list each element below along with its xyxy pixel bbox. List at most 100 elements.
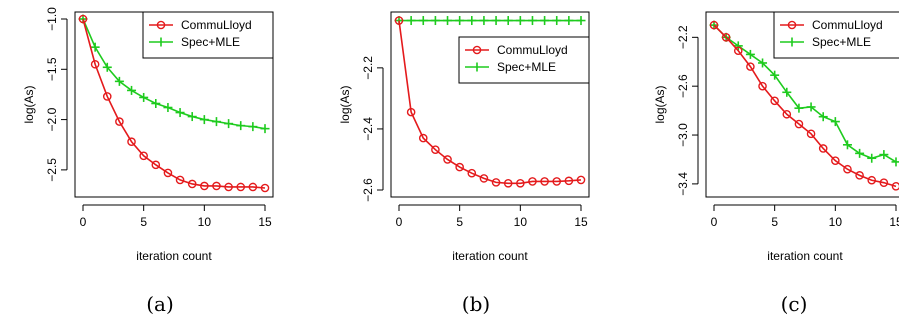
data-point xyxy=(151,98,161,108)
data-point xyxy=(236,121,246,131)
y-axis-label: log(As) xyxy=(653,85,667,123)
data-point xyxy=(770,70,780,80)
x-tick-label: 0 xyxy=(711,215,718,229)
y-axis-label: log(As) xyxy=(338,85,352,123)
data-point xyxy=(102,92,112,101)
legend-label: Spec+MLE xyxy=(812,35,871,49)
chart-panel-0: 0 5 10 15 iteration count −1.0 −1.5 −2.0 −2.5 log… xyxy=(22,7,274,263)
data-point xyxy=(830,117,840,127)
y-tick-label: −1.5 xyxy=(45,57,59,81)
data-point xyxy=(114,76,124,86)
legend-box xyxy=(142,11,274,59)
legend-swatch-marker xyxy=(472,45,482,55)
data-point xyxy=(139,92,149,102)
data-point xyxy=(806,129,816,139)
data-point xyxy=(782,87,792,97)
x-tick-label: 15 xyxy=(574,215,588,229)
data-point xyxy=(127,85,137,95)
data-point xyxy=(139,151,148,161)
x-tick-label: 10 xyxy=(198,215,212,229)
y-tick-label: −2.2 xyxy=(361,56,375,80)
data-point xyxy=(115,117,124,126)
data-point xyxy=(855,171,864,180)
chart-panel-2: 0 5 10 15 iteration count −2.2 −2.6 −3.0 −3.4 log… xyxy=(653,11,899,263)
data-point xyxy=(175,108,185,118)
plot-frame xyxy=(390,11,590,198)
data-point xyxy=(175,175,185,185)
data-point xyxy=(90,42,100,52)
data-point xyxy=(491,16,501,26)
legend: CommuLloyd Spec+MLE xyxy=(773,11,899,59)
data-point xyxy=(406,107,416,117)
x-axis-label: iteration count xyxy=(767,249,843,263)
data-point xyxy=(831,156,840,165)
data-point xyxy=(806,102,816,112)
data-point xyxy=(515,16,525,26)
x-axis-label: iteration count xyxy=(452,249,528,263)
x-axis-label: iteration count xyxy=(136,249,212,263)
y-tick-label: −3.4 xyxy=(676,172,690,196)
data-point xyxy=(540,177,549,186)
data-point xyxy=(746,62,755,71)
x-tick-label: 15 xyxy=(258,215,272,229)
data-point xyxy=(516,178,525,188)
data-point xyxy=(576,175,586,185)
data-point xyxy=(394,16,404,25)
data-point xyxy=(479,16,489,26)
data-point xyxy=(503,178,513,188)
data-point xyxy=(224,119,234,129)
data-point xyxy=(163,103,173,113)
x-tick-label: 10 xyxy=(514,215,528,229)
data-point xyxy=(564,176,574,186)
x-tick-label: 5 xyxy=(771,215,778,229)
data-point xyxy=(745,49,755,59)
data-point xyxy=(843,164,852,174)
series-line-commulloyd xyxy=(82,18,266,189)
data-point xyxy=(260,124,270,134)
legend: CommuLloyd Spec+MLE xyxy=(458,36,590,84)
y-tick-label: −2.5 xyxy=(45,158,59,182)
data-point xyxy=(721,33,731,42)
legend-label: Spec+MLE xyxy=(497,60,556,74)
data-point xyxy=(163,168,173,178)
data-point xyxy=(770,96,779,106)
legend-label: Spec+MLE xyxy=(181,35,240,49)
series-line-commulloyd xyxy=(713,24,897,188)
y-axis-label: log(As) xyxy=(22,85,36,123)
y-tick-label: −1.0 xyxy=(45,7,59,31)
data-point xyxy=(552,16,562,26)
data-point xyxy=(818,144,828,153)
data-point xyxy=(418,133,428,143)
data-point xyxy=(236,182,246,192)
data-point xyxy=(455,162,464,172)
y-tick-label: −2.0 xyxy=(45,107,59,131)
data-point xyxy=(151,160,161,170)
x-tick-label: 5 xyxy=(140,215,147,229)
series-line-spec-mle xyxy=(82,18,266,130)
data-point xyxy=(406,16,416,26)
data-point xyxy=(733,46,743,56)
legend-box xyxy=(458,36,590,84)
data-point xyxy=(127,137,136,147)
data-point xyxy=(891,182,899,191)
x-tick-label: 10 xyxy=(829,215,843,229)
y-tick-label: −2.6 xyxy=(676,74,690,98)
data-point xyxy=(430,16,440,26)
data-point xyxy=(199,115,209,125)
legend-label: CommuLloyd xyxy=(181,18,252,32)
data-point xyxy=(576,16,586,26)
data-point xyxy=(467,168,477,178)
data-point xyxy=(212,181,221,191)
data-point xyxy=(782,109,792,119)
data-point xyxy=(248,122,258,132)
data-point xyxy=(491,178,501,187)
data-point xyxy=(540,16,550,26)
data-point xyxy=(758,58,768,68)
data-point xyxy=(879,178,889,187)
x-tick-label: 15 xyxy=(889,215,899,229)
data-point xyxy=(503,16,513,26)
series-line-commulloyd xyxy=(398,20,582,185)
y-tick-label: −3.0 xyxy=(676,123,690,147)
data-point xyxy=(431,145,440,154)
data-point xyxy=(418,16,428,26)
